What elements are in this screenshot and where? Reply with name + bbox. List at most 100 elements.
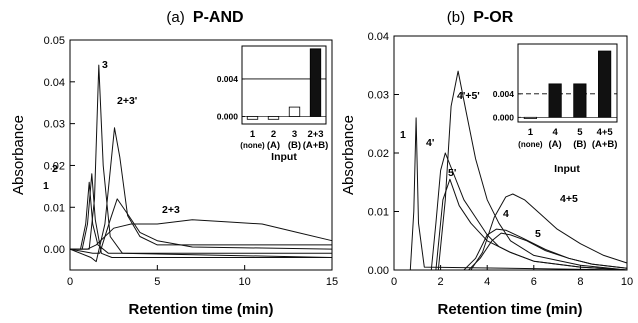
inset-y-tick-label: 0.004 [217,74,239,84]
x-tick-label: 6 [531,276,537,288]
y-tick-label: 0.04 [368,31,389,43]
trace-a-2 [70,173,332,258]
y-tick-label: 0.01 [44,202,65,214]
trace-a-2-plus-3-prime [69,127,332,263]
panel-b-name: P-OR [473,9,513,26]
inset-bar-2 [267,116,280,120]
inset-bar-2-plus-3 [309,48,322,117]
inset-bar-4 [548,83,562,118]
inset-category-label: 5 [577,127,583,138]
y-tick-label: 0.01 [368,207,389,219]
trace-b-4-prime-plus-5-prime [394,70,628,271]
panel-b-x-label: Retention time (min) [438,301,583,318]
peak-label-5-prime: 5' [448,167,456,179]
inset-bar-4-plus-5 [598,50,612,118]
panel-a-x-ticks: 0 5 10 15 [67,265,338,288]
inset-category-label: 3 [292,129,297,140]
panel-a-inset-categories: 1(none) 2(A) 3(B) 2+3(A+B) [240,129,328,151]
peak-label-4-prime: 4' [426,137,434,149]
inset-y-tick-label: 0.000 [493,112,515,122]
peak-label-1b: 1 [400,129,406,141]
panel-b-y-label: Absorbance [340,115,357,195]
panel-b-inset-bars [518,50,617,119]
x-tick-label: 0 [391,276,397,288]
panel-b-inset: 0.000 0.004 1 (none) 4(A) 5(B) 4+5(A+B) Input [493,43,618,175]
panel-a-traces [69,64,333,263]
inset-bar-3 [288,106,301,117]
trace-b-5-prime [394,178,628,271]
trace-b-5 [394,232,628,271]
y-tick-label: 0.00 [368,265,389,277]
panel-a-inset-bars [242,48,326,120]
trace-a-unlabeled-5 [69,198,333,254]
peak-label-3: 3 [102,59,108,71]
panel-a-x-label: Retention time (min) [129,301,274,318]
x-tick-label: 5 [154,276,160,288]
panel-a-inset-frame [241,45,327,125]
inset-subcategory-label: (A+B) [303,140,329,151]
panel-a-inset-x-label: Input [271,151,297,163]
inset-y-tick-label: 0.000 [217,111,239,121]
inset-subcategory-label: (B) [288,140,301,151]
y-tick-label: 0.05 [44,35,65,47]
y-tick-label: 0.00 [44,244,65,256]
peak-label-2-3: 2+3 [162,204,180,216]
peak-label-2: 2 [52,163,58,175]
inset-subcategory-label: (A+B) [592,139,618,150]
panel-a-inset-ticks: 0.000 0.004 [217,74,245,121]
panel-b-inset-frame [517,43,618,123]
x-tick-label: 4 [484,276,490,288]
peak-label-4: 4 [503,208,509,220]
panel-b-letter: (b) [447,9,465,26]
panel-b-title: (b) P-OR [447,9,514,26]
panel-a-frame [69,39,333,271]
y-tick-label: 0.02 [368,148,389,160]
x-tick-label: 0 [67,276,73,288]
inset-y-tick-label: 0.004 [493,89,515,99]
panel-a: (a) P-AND 0.00 0.01 0.02 0.03 0.04 0.05 0 5 10 1… [10,9,338,318]
y-tick-label: 0.03 [44,119,65,131]
inset-subcategory-label: (none) [518,140,543,149]
y-tick-label: 0.04 [44,77,65,89]
inset-category-label: 4+5 [597,127,614,138]
trace-a-3 [70,64,333,258]
inset-category-label: 2 [271,129,276,140]
panel-b: (b) P-OR 0.00 0.01 0.02 0.03 0.04 0 2 4 6 8 10 Ab… [340,9,633,318]
panel-b-inset-categories: 1 (none) 4(A) 5(B) 4+5(A+B) [518,127,617,150]
panel-a-y-label: Absorbance [10,115,27,195]
trace-b-4-plus-5 [394,193,628,271]
panel-a-inset: 0.000 0.004 1(none) 2(A) 3(B) 2+3(A+B) Input [217,45,328,163]
panel-b-y-ticks: 0.00 0.01 0.02 0.03 0.04 [368,31,399,277]
x-tick-label: 8 [577,276,583,288]
y-tick-label: 0.03 [368,90,389,102]
panel-b-inset-x-label: Input [554,163,580,175]
panel-a-letter: (a) [166,9,184,26]
y-tick-label: 0.02 [44,160,65,172]
x-tick-label: 10 [621,276,633,288]
inset-category-label: 2+3 [307,129,323,140]
x-tick-label: 10 [239,276,251,288]
inset-category-label: 4 [552,127,558,138]
inset-bar-1 [246,116,259,120]
trace-a-1 [70,181,332,254]
peak-label-4-5-prime: 4'+5' [457,90,480,102]
inset-subcategory-label: (A) [267,140,280,151]
peak-label-4-5: 4+5 [560,193,578,205]
peak-label-5: 5 [535,228,541,240]
inset-bar-1 [523,116,537,119]
inset-category-label: 1 [250,129,256,140]
peak-label-2-3-prime: 2+3' [117,95,137,107]
x-tick-label: 15 [326,276,338,288]
trace-a-2-plus-3 [70,219,333,250]
panel-a-name: P-AND [193,9,244,26]
inset-subcategory-label: (B) [573,139,586,150]
inset-subcategory-label: (A) [549,139,562,150]
inset-category-label: 1 [528,127,534,138]
peak-label-1: 1 [43,180,49,192]
panel-b-frame [393,35,628,271]
panel-b-inset-ticks: 0.000 0.004 [493,89,521,122]
panel-a-title: (a) P-AND [166,9,243,26]
x-tick-label: 2 [438,276,444,288]
inset-subcategory-label: (none) [240,141,265,150]
